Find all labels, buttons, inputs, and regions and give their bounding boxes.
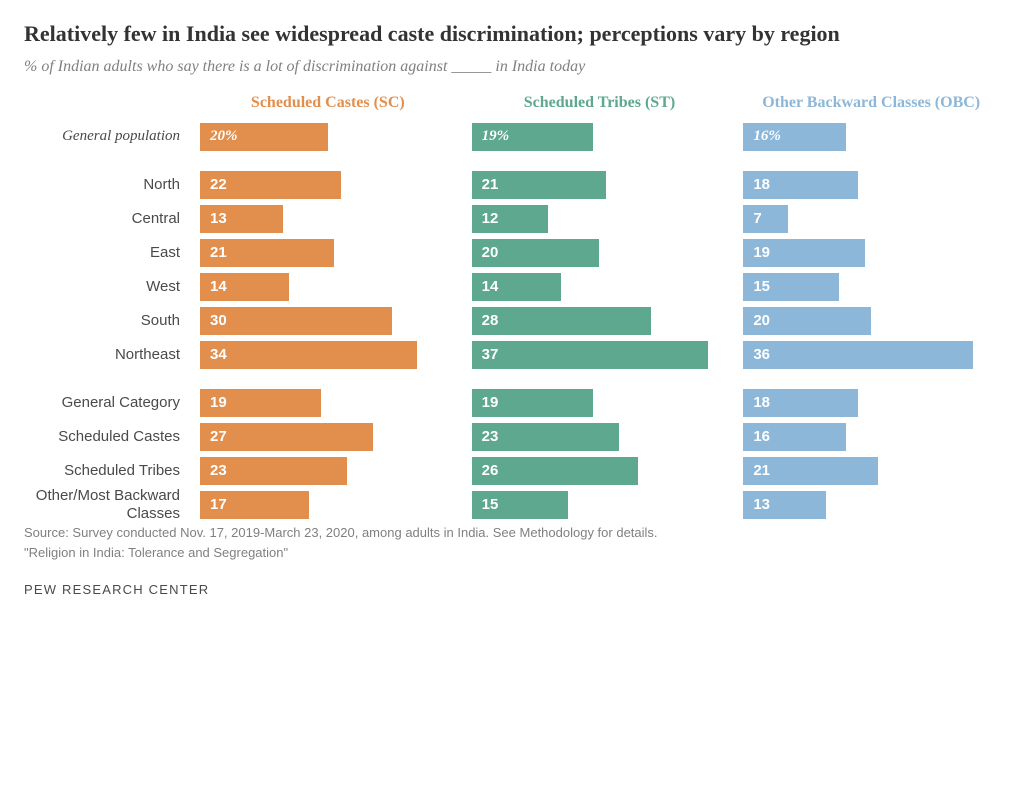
bar: 13	[200, 205, 283, 233]
bar: 14	[472, 273, 561, 301]
chart-grid: Scheduled Castes (SC) Scheduled Tribes (S…	[24, 94, 999, 522]
row-label: Other/Most Backward Classes	[24, 488, 184, 522]
chart-subtitle: % of Indian adults who say there is a lo…	[24, 58, 999, 76]
row-label: General population	[24, 120, 184, 154]
bar: 23	[472, 423, 619, 451]
row-label: Scheduled Castes	[24, 420, 184, 454]
bar-cell: 12	[472, 202, 728, 236]
bar-cell: 21	[743, 454, 999, 488]
bar: 18	[743, 171, 858, 199]
source-line-2: "Religion in India: Tolerance and Segreg…	[24, 544, 999, 562]
column-header-2: Other Backward Classes (OBC)	[743, 94, 999, 120]
bar: 15	[472, 491, 568, 519]
bar: 19%	[472, 123, 593, 151]
bar: 22	[200, 171, 341, 199]
row-label: Northeast	[24, 338, 184, 372]
bar-cell: 16	[743, 420, 999, 454]
bar-cell: 23	[472, 420, 728, 454]
bar-cell: 20	[472, 236, 728, 270]
row-label: West	[24, 270, 184, 304]
bar: 36	[743, 341, 973, 369]
bar-cell: 37	[472, 338, 728, 372]
bar-cell: 23	[200, 454, 456, 488]
row-label: General Category	[24, 386, 184, 420]
bar: 13	[743, 491, 826, 519]
bar: 23	[200, 457, 347, 485]
bar: 21	[472, 171, 606, 199]
bar-cell: 22	[200, 168, 456, 202]
bar: 37	[472, 341, 708, 369]
bar-cell: 36	[743, 338, 999, 372]
row-label: East	[24, 236, 184, 270]
bar: 14	[200, 273, 289, 301]
bar-cell: 18	[743, 168, 999, 202]
bar-cell: 21	[200, 236, 456, 270]
bar-cell: 19	[743, 236, 999, 270]
bar-cell: 26	[472, 454, 728, 488]
bar: 16%	[743, 123, 845, 151]
bar: 20	[472, 239, 600, 267]
header-blank	[24, 94, 184, 120]
bar: 34	[200, 341, 417, 369]
bar-cell: 14	[200, 270, 456, 304]
chart-title: Relatively few in India see widespread c…	[24, 20, 999, 48]
row-label: Central	[24, 202, 184, 236]
bar: 20	[743, 307, 871, 335]
bar: 17	[200, 491, 309, 519]
bar-cell: 13	[743, 488, 999, 522]
group-spacer	[24, 372, 999, 386]
bar: 12	[472, 205, 549, 233]
bar-cell: 17	[200, 488, 456, 522]
bar: 19	[472, 389, 593, 417]
bar-cell: 14	[472, 270, 728, 304]
bar: 7	[743, 205, 788, 233]
bar: 21	[200, 239, 334, 267]
bar-cell: 19	[200, 386, 456, 420]
bar-cell: 30	[200, 304, 456, 338]
group-spacer	[24, 154, 999, 168]
bar: 16	[743, 423, 845, 451]
bar: 27	[200, 423, 373, 451]
bar: 21	[743, 457, 877, 485]
bar-cell: 19	[472, 386, 728, 420]
bar-cell: 15	[472, 488, 728, 522]
bar-cell: 13	[200, 202, 456, 236]
bar-cell: 7	[743, 202, 999, 236]
bar-cell: 27	[200, 420, 456, 454]
bar: 28	[472, 307, 651, 335]
bar-cell: 28	[472, 304, 728, 338]
row-label: North	[24, 168, 184, 202]
bar-cell: 18	[743, 386, 999, 420]
column-header-1: Scheduled Tribes (ST)	[472, 94, 728, 120]
bar: 26	[472, 457, 638, 485]
bar-cell: 20	[743, 304, 999, 338]
bar: 19	[200, 389, 321, 417]
row-label: South	[24, 304, 184, 338]
source-line-1: Source: Survey conducted Nov. 17, 2019-M…	[24, 524, 999, 542]
footer-attribution: PEW RESEARCH CENTER	[24, 582, 999, 597]
bar-cell: 16%	[743, 120, 999, 154]
bar: 15	[743, 273, 839, 301]
bar: 30	[200, 307, 392, 335]
bar: 18	[743, 389, 858, 417]
bar-cell: 15	[743, 270, 999, 304]
bar-cell: 21	[472, 168, 728, 202]
bar-cell: 19%	[472, 120, 728, 154]
column-header-0: Scheduled Castes (SC)	[200, 94, 456, 120]
row-label: Scheduled Tribes	[24, 454, 184, 488]
bar: 19	[743, 239, 864, 267]
bar-cell: 20%	[200, 120, 456, 154]
bar-cell: 34	[200, 338, 456, 372]
bar: 20%	[200, 123, 328, 151]
